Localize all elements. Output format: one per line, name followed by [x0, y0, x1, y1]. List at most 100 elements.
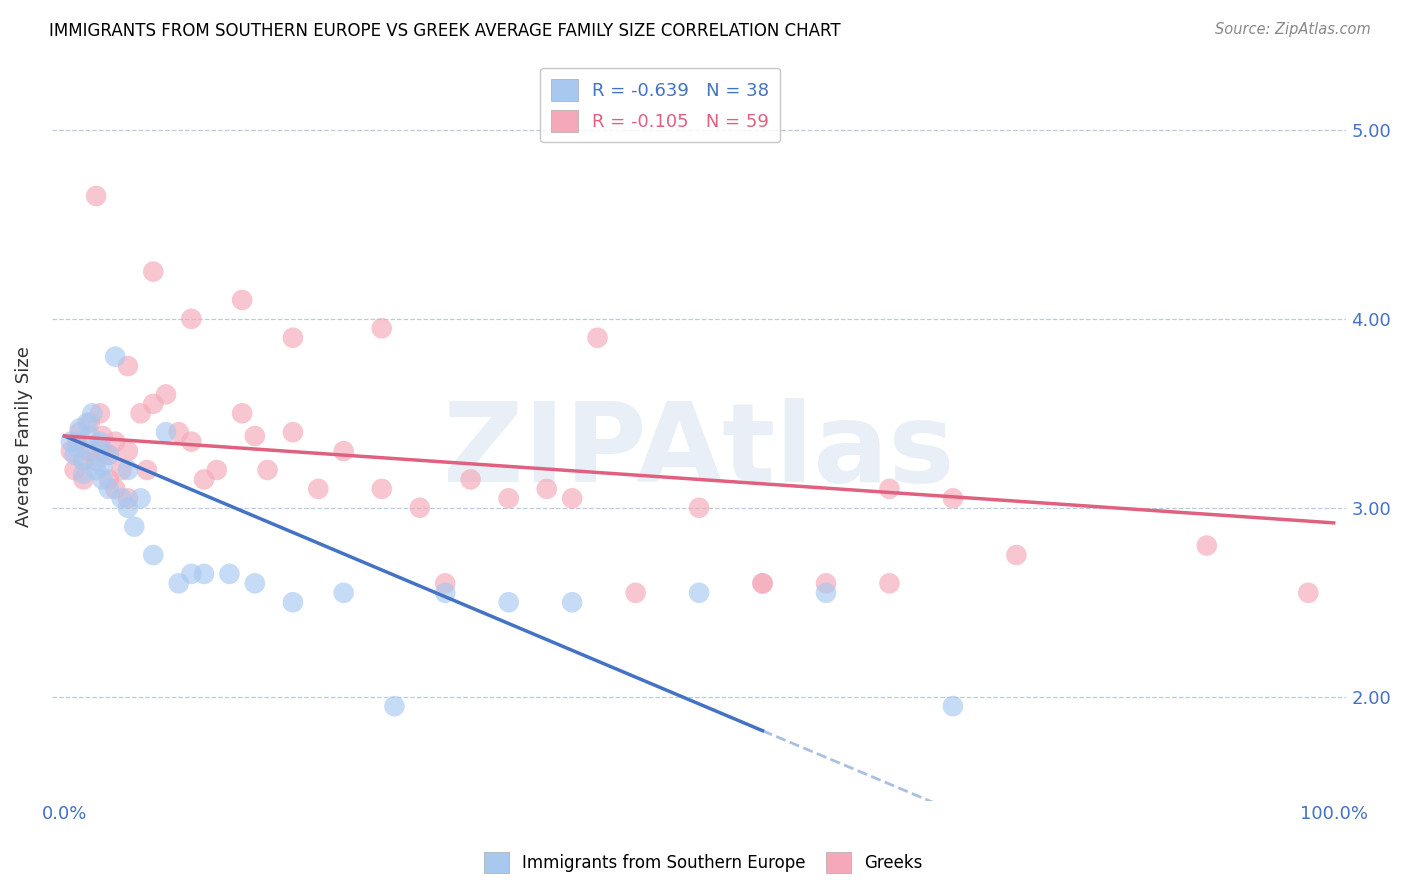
Point: [814, 586, 837, 600]
Point: [72, 453, 94, 467]
Point: [72, 453, 94, 467]
Point: [89, 406, 111, 420]
Point: [142, 264, 165, 278]
Legend: Immigrants from Southern Europe, Greeks: Immigrants from Southern Europe, Greeks: [477, 846, 929, 880]
Point: [142, 548, 165, 562]
Text: ZIPAtlas: ZIPAtlas: [443, 398, 955, 505]
Point: [91, 444, 114, 458]
Point: [136, 463, 159, 477]
Point: [307, 482, 329, 496]
Point: [59, 434, 82, 449]
Point: [117, 491, 139, 506]
Point: [231, 293, 253, 307]
Point: [63, 463, 86, 477]
Point: [84, 189, 107, 203]
Point: [104, 350, 127, 364]
Point: [91, 472, 114, 486]
Legend: R = -0.639   N = 38, R = -0.105   N = 59: R = -0.639 N = 38, R = -0.105 N = 59: [540, 68, 780, 143]
Point: [942, 699, 965, 714]
Point: [104, 434, 127, 449]
Point: [167, 425, 190, 440]
Point: [332, 444, 354, 458]
Point: [205, 463, 228, 477]
Point: [82, 406, 104, 420]
Point: [281, 425, 304, 440]
Point: [66, 440, 89, 454]
Point: [460, 472, 482, 486]
Point: [84, 444, 107, 458]
Point: [942, 491, 965, 506]
Point: [76, 416, 98, 430]
Point: [332, 586, 354, 600]
Point: [117, 500, 139, 515]
Point: [110, 463, 132, 477]
Point: [243, 429, 266, 443]
Point: [84, 463, 107, 477]
Point: [180, 566, 202, 581]
Point: [814, 576, 837, 591]
Point: [129, 491, 152, 506]
Point: [79, 444, 101, 458]
Point: [498, 491, 520, 506]
Point: [79, 416, 101, 430]
Point: [193, 566, 215, 581]
Point: [89, 434, 111, 449]
Point: [79, 429, 101, 443]
Point: [63, 448, 86, 462]
Point: [879, 482, 901, 496]
Point: [104, 482, 127, 496]
Point: [72, 472, 94, 486]
Point: [231, 406, 253, 420]
Point: [97, 448, 120, 462]
Point: [409, 500, 432, 515]
Point: [155, 425, 177, 440]
Y-axis label: Average Family Size: Average Family Size: [15, 346, 32, 527]
Point: [122, 519, 145, 533]
Point: [688, 500, 710, 515]
Point: [110, 491, 132, 506]
Point: [193, 472, 215, 486]
Point: [751, 576, 773, 591]
Point: [97, 472, 120, 486]
Point: [1298, 586, 1320, 600]
Point: [69, 425, 91, 440]
Point: [84, 453, 107, 467]
Point: [180, 311, 202, 326]
Text: IMMIGRANTS FROM SOUTHERN EUROPE VS GREEK AVERAGE FAMILY SIZE CORRELATION CHART: IMMIGRANTS FROM SOUTHERN EUROPE VS GREEK…: [49, 22, 841, 40]
Point: [371, 321, 394, 335]
Point: [688, 586, 710, 600]
Point: [751, 576, 773, 591]
Point: [1005, 548, 1028, 562]
Point: [434, 576, 457, 591]
Point: [498, 595, 520, 609]
Point: [66, 434, 89, 449]
Point: [1195, 539, 1218, 553]
Point: [281, 331, 304, 345]
Point: [371, 482, 394, 496]
Point: [129, 406, 152, 420]
Point: [256, 463, 278, 477]
Point: [59, 444, 82, 458]
Point: [218, 566, 240, 581]
Point: [561, 491, 583, 506]
Point: [117, 463, 139, 477]
Point: [180, 434, 202, 449]
Point: [72, 467, 94, 481]
Point: [281, 595, 304, 609]
Point: [561, 595, 583, 609]
Point: [586, 331, 609, 345]
Point: [155, 387, 177, 401]
Point: [117, 359, 139, 373]
Text: Source: ZipAtlas.com: Source: ZipAtlas.com: [1215, 22, 1371, 37]
Point: [879, 576, 901, 591]
Point: [243, 576, 266, 591]
Point: [142, 397, 165, 411]
Point: [91, 459, 114, 474]
Point: [117, 444, 139, 458]
Point: [536, 482, 558, 496]
Point: [91, 429, 114, 443]
Point: [69, 421, 91, 435]
Point: [97, 448, 120, 462]
Point: [384, 699, 406, 714]
Point: [97, 482, 120, 496]
